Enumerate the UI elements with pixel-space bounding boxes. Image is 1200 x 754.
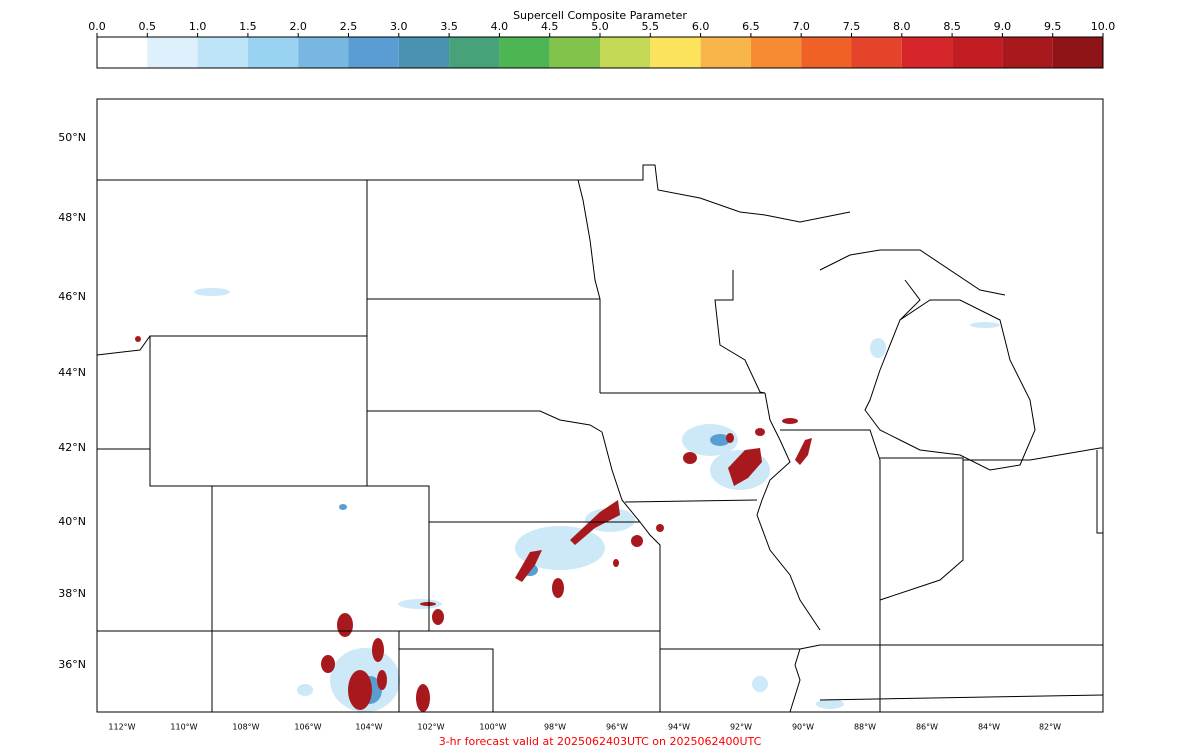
colorbar-segment — [97, 37, 148, 68]
lon-label: 112°W — [108, 723, 135, 732]
colorbar-tick-label: 0.0 — [88, 20, 106, 33]
map-frame — [96, 98, 1104, 713]
colorbar-tick-label: 3.0 — [390, 20, 408, 33]
colorbar-segment — [197, 37, 248, 68]
lon-label: 100°W — [479, 723, 506, 732]
colorbar-tick-label: 8.0 — [893, 20, 911, 33]
lat-label: 40°N — [58, 515, 86, 528]
colorbar-tick-label: 1.5 — [239, 20, 257, 33]
lon-label: 104°W — [355, 723, 382, 732]
colorbar-tick-label: 10.0 — [1091, 20, 1116, 33]
lon-label: 108°W — [232, 723, 259, 732]
lat-label: 50°N — [58, 131, 86, 144]
lon-label: 82°W — [1039, 723, 1061, 732]
lon-label: 98°W — [544, 723, 566, 732]
colorbar-tick-label: 0.5 — [139, 20, 157, 33]
colorbar-segment — [398, 37, 450, 68]
lon-label: 84°W — [978, 723, 1000, 732]
lon-label: 94°W — [668, 723, 690, 732]
lat-label: 38°N — [58, 587, 86, 600]
lon-label: 90°W — [792, 723, 814, 732]
colorbar-tick-label: 3.5 — [440, 20, 458, 33]
colorbar-title: Supercell Composite Parameter — [513, 9, 687, 22]
colorbar-tick-label: 4.5 — [541, 20, 559, 33]
lat-label: 44°N — [58, 366, 86, 379]
colorbar-segment — [147, 37, 198, 68]
colorbar-segment — [549, 37, 600, 68]
lon-label: 88°W — [854, 723, 876, 732]
scp-field — [135, 288, 1000, 712]
colorbar-tick-label: 5.5 — [642, 20, 660, 33]
colorbar-segment — [298, 37, 349, 68]
lat-label: 48°N — [58, 211, 86, 224]
colorbar-tick-label: 8.5 — [943, 20, 961, 33]
colorbar-tick-label: 2.0 — [289, 20, 307, 33]
colorbar-tick-label: 9.0 — [994, 20, 1012, 33]
colorbar-tick-label: 2.5 — [340, 20, 358, 33]
colorbar-tick-label: 7.0 — [792, 20, 810, 33]
colorbar-segment — [750, 37, 802, 68]
colorbar-tick-label: 6.5 — [742, 20, 760, 33]
colorbar-segment — [700, 37, 751, 68]
lon-label: 92°W — [730, 723, 752, 732]
colorbar-segment — [247, 37, 299, 68]
colorbar-segment — [600, 37, 651, 68]
lon-label: 86°W — [916, 723, 938, 732]
colorbar-segment — [801, 37, 852, 68]
lon-label: 110°W — [170, 723, 197, 732]
colorbar-segment — [952, 37, 1003, 68]
colorbar-segment — [348, 37, 399, 68]
lon-label: 102°W — [417, 723, 444, 732]
colorbar-segment — [851, 37, 902, 68]
colorbar-segment — [650, 37, 701, 68]
lat-label: 36°N — [58, 658, 86, 671]
colorbar-tick-label: 7.5 — [843, 20, 861, 33]
lat-label: 46°N — [58, 290, 86, 303]
colorbar-segment — [1002, 37, 1053, 68]
colorbar-tick-label: 1.0 — [189, 20, 207, 33]
colorbar-tick-label: 6.0 — [692, 20, 710, 33]
lon-label: 106°W — [294, 723, 321, 732]
colorbar-segment — [901, 37, 953, 68]
footer: 3-hr forecast valid at 2025062403UTC on … — [439, 735, 762, 748]
colorbar-segment — [1052, 37, 1103, 68]
colorbar-tick-label: 5.0 — [591, 20, 609, 33]
lat-label: 42°N — [58, 441, 86, 454]
lon-label: 96°W — [606, 723, 628, 732]
colorbar-segment — [499, 37, 550, 68]
state-borders — [96, 164, 1104, 713]
colorbar-frame — [96, 36, 1104, 69]
colorbar-segment — [449, 37, 500, 68]
colorbar-tick-label: 9.5 — [1044, 20, 1062, 33]
colorbar-tick-label: 4.0 — [491, 20, 509, 33]
